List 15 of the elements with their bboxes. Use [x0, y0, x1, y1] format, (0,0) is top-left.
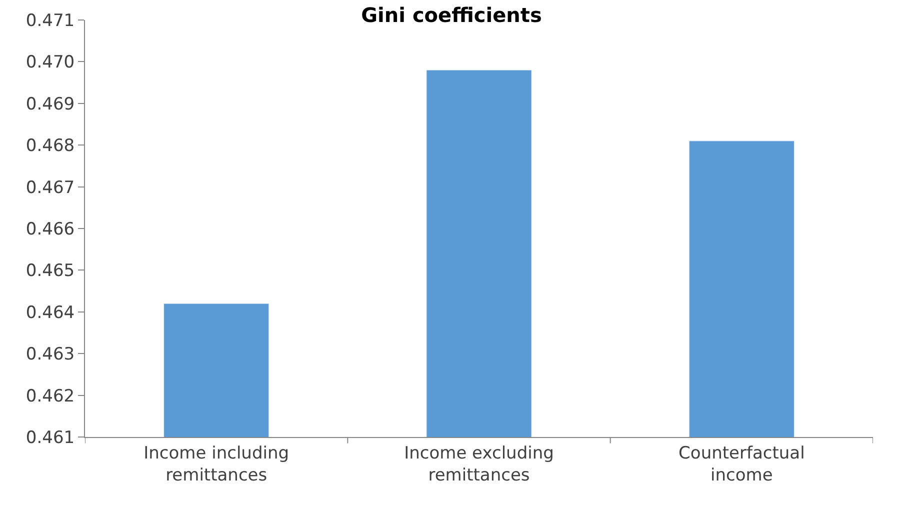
- y-tick-label: 0.467: [26, 178, 75, 198]
- y-tick-label: 0.471: [26, 10, 75, 31]
- y-tick-label: 0.462: [26, 386, 75, 406]
- y-tick-label: 0.463: [26, 344, 75, 365]
- y-tick-label: 0.464: [26, 302, 75, 323]
- x-tick-label: Income including remittances: [144, 443, 290, 486]
- y-tick-label: 0.461: [26, 428, 75, 448]
- y-tick-label: 0.465: [26, 261, 75, 282]
- y-tick-label: 0.470: [26, 52, 75, 73]
- y-tick-label: 0.468: [26, 136, 75, 156]
- y-tick-label: 0.469: [26, 94, 75, 114]
- x-tick-label: Counterfactual income: [678, 443, 805, 486]
- chart-title: Gini coefficients: [361, 2, 542, 27]
- x-tick-label: Income excluding remittances: [404, 443, 554, 486]
- y-tick-label: 0.466: [26, 219, 75, 240]
